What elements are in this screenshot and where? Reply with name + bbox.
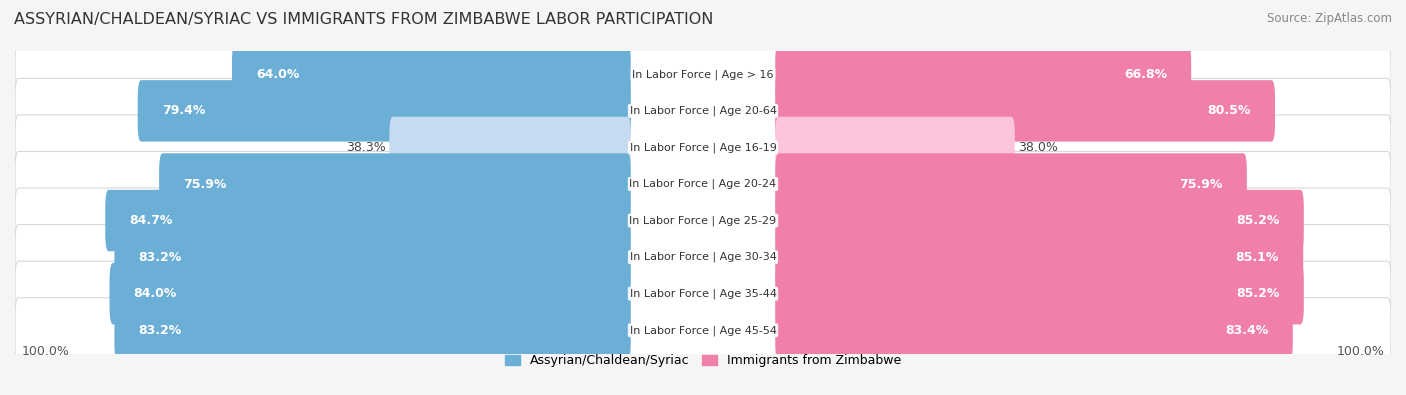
Legend: Assyrian/Chaldean/Syriac, Immigrants from Zimbabwe: Assyrian/Chaldean/Syriac, Immigrants fro… — [499, 349, 907, 372]
FancyBboxPatch shape — [389, 117, 631, 178]
FancyBboxPatch shape — [15, 115, 1391, 180]
Text: 64.0%: 64.0% — [256, 68, 299, 81]
Text: 85.2%: 85.2% — [1236, 287, 1279, 300]
Text: 38.0%: 38.0% — [1018, 141, 1059, 154]
FancyBboxPatch shape — [775, 226, 1303, 288]
Text: 75.9%: 75.9% — [1180, 177, 1223, 190]
Text: 38.3%: 38.3% — [346, 141, 385, 154]
Text: 85.2%: 85.2% — [1236, 214, 1279, 227]
FancyBboxPatch shape — [159, 153, 631, 215]
FancyBboxPatch shape — [15, 188, 1391, 253]
FancyBboxPatch shape — [775, 117, 1015, 178]
Text: Source: ZipAtlas.com: Source: ZipAtlas.com — [1267, 12, 1392, 25]
FancyBboxPatch shape — [138, 80, 631, 141]
Text: 85.1%: 85.1% — [1236, 251, 1279, 263]
FancyBboxPatch shape — [114, 226, 631, 288]
Text: 83.2%: 83.2% — [139, 324, 181, 337]
FancyBboxPatch shape — [114, 299, 631, 361]
FancyBboxPatch shape — [15, 151, 1391, 216]
FancyBboxPatch shape — [775, 80, 1275, 141]
Text: 83.4%: 83.4% — [1226, 324, 1268, 337]
Text: 80.5%: 80.5% — [1208, 104, 1251, 117]
Text: In Labor Force | Age > 16: In Labor Force | Age > 16 — [633, 69, 773, 79]
FancyBboxPatch shape — [775, 190, 1303, 251]
FancyBboxPatch shape — [775, 299, 1292, 361]
FancyBboxPatch shape — [775, 153, 1247, 215]
Text: In Labor Force | Age 25-29: In Labor Force | Age 25-29 — [630, 215, 776, 226]
Text: In Labor Force | Age 20-24: In Labor Force | Age 20-24 — [630, 179, 776, 189]
Text: In Labor Force | Age 45-54: In Labor Force | Age 45-54 — [630, 325, 776, 335]
Text: 75.9%: 75.9% — [183, 177, 226, 190]
Text: In Labor Force | Age 20-64: In Labor Force | Age 20-64 — [630, 105, 776, 116]
FancyBboxPatch shape — [15, 42, 1391, 107]
FancyBboxPatch shape — [15, 298, 1391, 363]
Text: 79.4%: 79.4% — [162, 104, 205, 117]
Text: In Labor Force | Age 35-44: In Labor Force | Age 35-44 — [630, 288, 776, 299]
FancyBboxPatch shape — [15, 261, 1391, 326]
Text: 83.2%: 83.2% — [139, 251, 181, 263]
FancyBboxPatch shape — [775, 43, 1191, 105]
Text: 66.8%: 66.8% — [1123, 68, 1167, 81]
Text: ASSYRIAN/CHALDEAN/SYRIAC VS IMMIGRANTS FROM ZIMBABWE LABOR PARTICIPATION: ASSYRIAN/CHALDEAN/SYRIAC VS IMMIGRANTS F… — [14, 12, 713, 27]
Text: 84.0%: 84.0% — [134, 287, 177, 300]
Text: In Labor Force | Age 16-19: In Labor Force | Age 16-19 — [630, 142, 776, 153]
FancyBboxPatch shape — [232, 43, 631, 105]
FancyBboxPatch shape — [15, 225, 1391, 290]
Text: 84.7%: 84.7% — [129, 214, 173, 227]
FancyBboxPatch shape — [775, 263, 1303, 324]
FancyBboxPatch shape — [15, 78, 1391, 143]
Text: 100.0%: 100.0% — [22, 345, 70, 358]
FancyBboxPatch shape — [105, 190, 631, 251]
Text: 100.0%: 100.0% — [1336, 345, 1384, 358]
Text: In Labor Force | Age 30-34: In Labor Force | Age 30-34 — [630, 252, 776, 262]
FancyBboxPatch shape — [110, 263, 631, 324]
